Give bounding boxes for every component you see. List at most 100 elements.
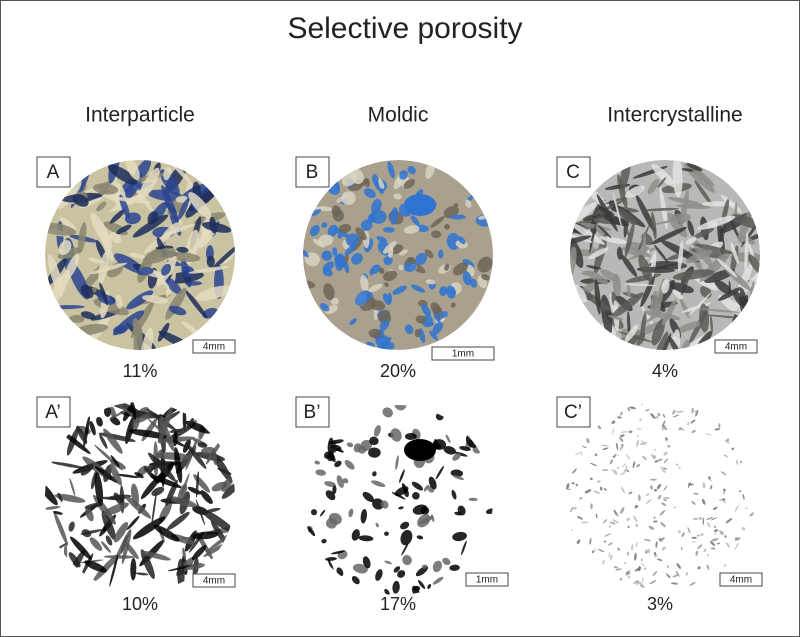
grain — [136, 267, 154, 276]
grain — [201, 509, 235, 533]
grain — [45, 506, 61, 510]
grain — [685, 236, 697, 245]
grain — [186, 444, 207, 469]
grain — [464, 199, 472, 208]
grain — [676, 410, 684, 413]
grain — [182, 408, 187, 431]
grain — [452, 474, 464, 481]
grain — [620, 486, 625, 494]
grain — [335, 448, 344, 453]
grain — [570, 235, 592, 248]
grain — [637, 332, 646, 346]
grain — [570, 246, 577, 280]
grain — [352, 563, 368, 574]
grain — [619, 436, 624, 442]
grain — [726, 438, 730, 442]
grain — [404, 324, 414, 335]
grain — [706, 517, 713, 520]
grain — [153, 524, 180, 542]
grain — [678, 530, 681, 534]
grain — [47, 254, 64, 297]
grain — [382, 240, 397, 254]
grain — [163, 276, 182, 295]
grain — [662, 424, 667, 431]
grain — [643, 567, 647, 570]
grain — [414, 329, 421, 338]
grain — [85, 507, 94, 522]
grain — [627, 525, 630, 529]
grain — [697, 308, 740, 313]
grain — [412, 492, 420, 500]
grain — [719, 499, 722, 501]
grain — [411, 481, 424, 491]
grain — [440, 311, 448, 319]
grain — [615, 568, 622, 571]
grain — [661, 279, 670, 294]
grain — [370, 300, 386, 311]
grain — [659, 509, 666, 516]
grain — [358, 535, 374, 542]
grain — [314, 460, 320, 465]
grain — [613, 566, 619, 569]
grain — [734, 537, 741, 541]
grain — [109, 463, 123, 486]
grain — [303, 249, 309, 258]
grain — [634, 504, 639, 509]
grain — [419, 516, 434, 525]
grain — [346, 442, 354, 448]
grain — [105, 535, 113, 546]
grain — [80, 463, 94, 476]
grain — [645, 498, 652, 505]
grain — [621, 431, 628, 433]
grain — [132, 318, 143, 341]
grain — [221, 481, 235, 499]
grain — [612, 427, 615, 435]
grain — [169, 428, 183, 433]
grain — [477, 256, 493, 273]
grain — [640, 312, 647, 339]
grain — [325, 490, 336, 501]
grain — [140, 550, 171, 561]
grain — [678, 427, 682, 431]
grain — [572, 468, 577, 474]
grain — [405, 433, 417, 440]
grain — [663, 458, 669, 464]
grain — [444, 224, 450, 230]
grain — [650, 453, 656, 460]
grain — [130, 557, 137, 581]
grain — [681, 547, 683, 551]
grain — [344, 460, 355, 470]
grain — [657, 458, 663, 462]
grain — [655, 541, 658, 548]
grain — [371, 480, 386, 487]
grain — [462, 271, 472, 286]
grain — [638, 494, 641, 502]
grain — [112, 197, 152, 204]
grain — [608, 315, 624, 321]
grain — [707, 522, 711, 528]
grain — [89, 420, 96, 436]
grain — [182, 439, 191, 453]
grain — [574, 452, 581, 456]
grain — [687, 527, 691, 534]
grain — [639, 418, 642, 421]
grain — [175, 195, 188, 203]
grain — [623, 562, 627, 564]
grain — [355, 290, 371, 306]
grain — [368, 283, 383, 293]
grain — [675, 463, 679, 466]
grain — [628, 491, 633, 495]
grain — [612, 191, 623, 229]
grain — [57, 247, 83, 260]
thin-section — [565, 402, 755, 592]
grain — [98, 251, 109, 285]
porosity-value: 10% — [122, 594, 158, 614]
grain — [638, 254, 653, 282]
grain — [156, 449, 164, 459]
grain — [147, 211, 159, 225]
grain — [327, 558, 334, 572]
grain — [109, 554, 119, 587]
grain — [332, 247, 338, 256]
grain — [368, 447, 381, 458]
grain — [310, 509, 318, 516]
